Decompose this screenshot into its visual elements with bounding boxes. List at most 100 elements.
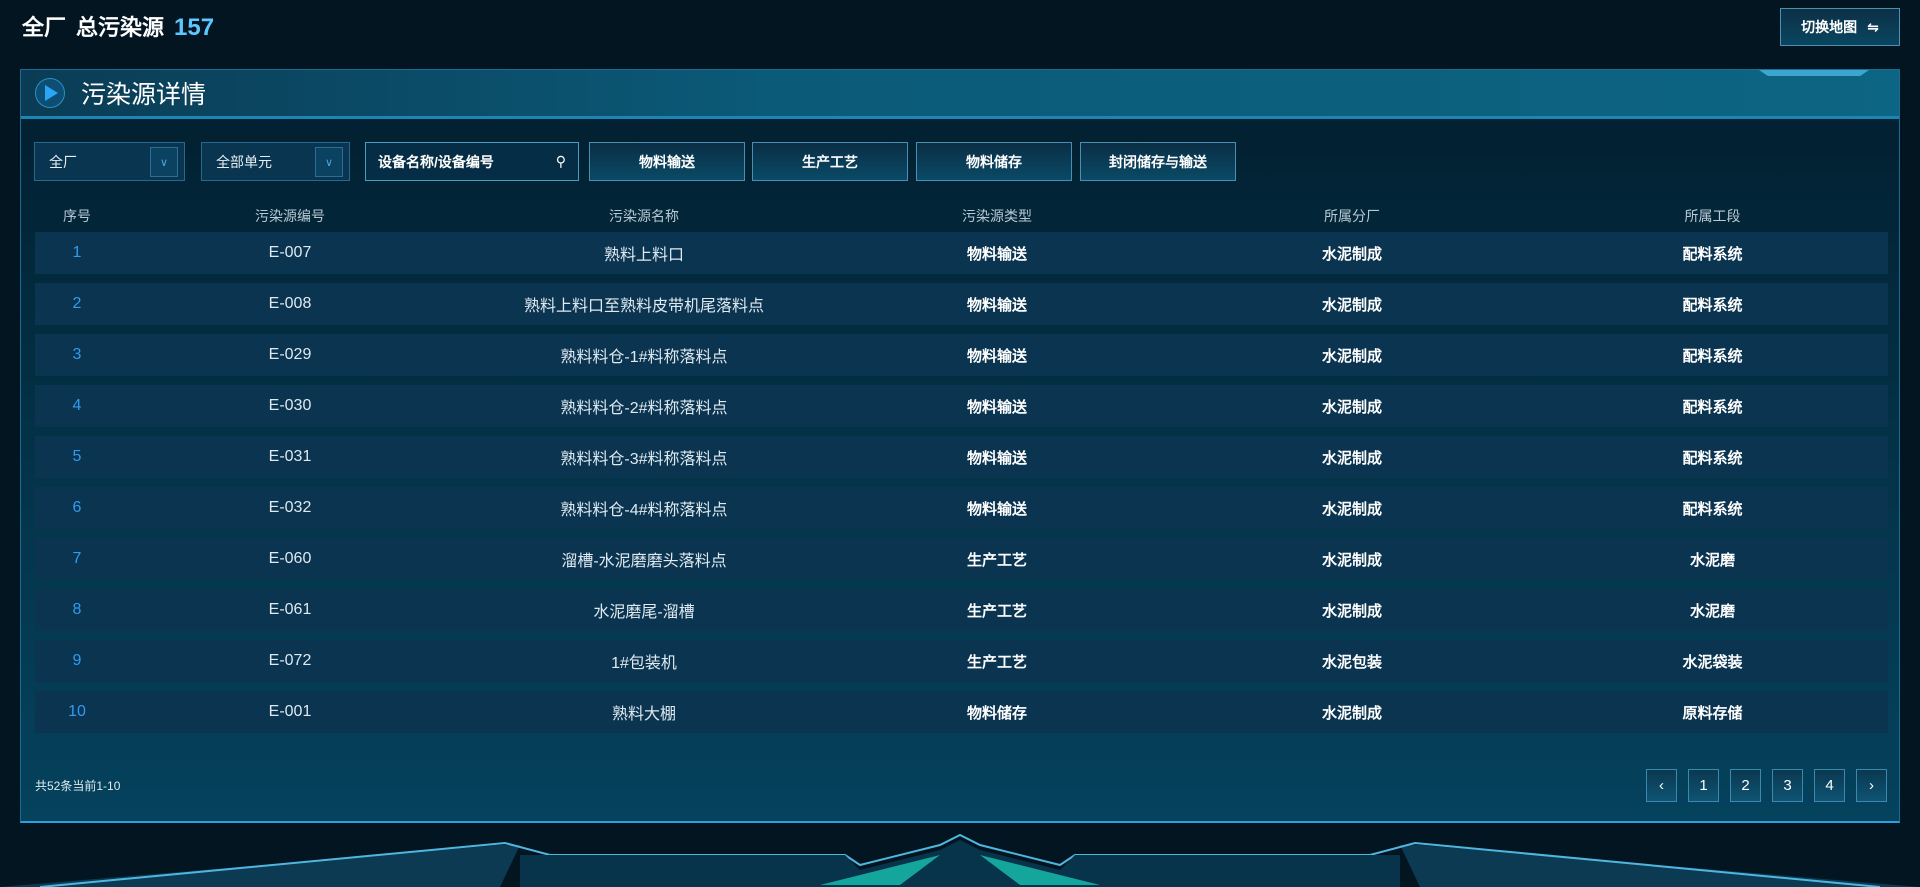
table-body: 1 E-007 熟料上料口 物料输送 水泥制成 配料系统 2 E-008 熟料上料口至熟料皮带机… xyxy=(35,232,1888,742)
panel-header: 污染源详情 xyxy=(21,70,1899,119)
source-name: 熟料料仓-2#料称落料点 xyxy=(560,400,728,417)
source-type: 生产工艺 xyxy=(966,551,1027,569)
page-4-button[interactable]: 4 xyxy=(1814,769,1845,802)
section: 配料系统 xyxy=(1682,398,1743,416)
source-type: 生产工艺 xyxy=(966,653,1027,671)
filter-material-storage-button[interactable]: 物料储存 xyxy=(916,142,1072,181)
unit-select-value: 全部单元 xyxy=(216,153,272,170)
page-3-button[interactable]: 3 xyxy=(1772,769,1803,802)
pagination-summary: 共52条当前1-10 xyxy=(35,779,121,793)
row-index: 4 xyxy=(72,397,82,414)
scope-label: 全厂 xyxy=(22,15,67,40)
page-1-button[interactable]: 1 xyxy=(1688,769,1719,802)
branch-plant: 水泥制成 xyxy=(1321,500,1382,518)
section: 水泥袋装 xyxy=(1682,653,1743,671)
source-name: 熟料上料口至熟料皮带机尾落料点 xyxy=(523,298,764,315)
total-label: 总污染源 xyxy=(76,15,165,40)
source-code: E-008 xyxy=(268,295,312,312)
column-header: 所属分厂 xyxy=(1324,208,1380,224)
filter-closed-storage-button[interactable]: 封闭储存与输送 xyxy=(1080,142,1236,181)
table-row[interactable]: 4 E-030 熟料料仓-2#料称落料点 物料输送 水泥制成 配料系统 xyxy=(35,385,1888,427)
table-row[interactable]: 10 E-001 熟料大棚 物料储存 水泥制成 原料存储 xyxy=(35,691,1888,733)
source-name: 熟料料仓-1#料称落料点 xyxy=(560,349,728,366)
source-code: E-060 xyxy=(268,550,312,567)
filter-production-process-button[interactable]: 生产工艺 xyxy=(752,142,908,181)
row-index: 1 xyxy=(72,244,82,261)
source-type: 物料输送 xyxy=(966,500,1027,518)
source-code: E-031 xyxy=(268,448,312,465)
table-row[interactable]: 8 E-061 水泥磨尾-溜槽 生产工艺 水泥制成 水泥磨 xyxy=(35,589,1888,631)
section: 原料存储 xyxy=(1682,704,1743,722)
chevron-down-icon: ∨ xyxy=(315,147,343,177)
row-index: 6 xyxy=(72,499,82,516)
chevron-down-icon: ∨ xyxy=(150,147,178,177)
branch-plant: 水泥制成 xyxy=(1321,602,1382,620)
source-code: E-072 xyxy=(268,652,312,669)
table-header: 序号 污染源编号 污染源名称 污染源类型 所属分厂 所属工段 xyxy=(35,204,1888,228)
row-index: 10 xyxy=(68,703,86,720)
source-type: 生产工艺 xyxy=(966,602,1027,620)
source-type: 物料输送 xyxy=(966,296,1027,314)
branch-plant: 水泥制成 xyxy=(1321,245,1382,263)
branch-plant: 水泥制成 xyxy=(1321,296,1382,314)
column-header: 污染源名称 xyxy=(609,208,679,224)
source-code: E-032 xyxy=(268,499,312,516)
search-icon: ⚲ xyxy=(555,153,566,169)
source-type: 物料储存 xyxy=(966,704,1027,722)
table-row[interactable]: 9 E-072 1#包装机 生产工艺 水泥包装 水泥袋装 xyxy=(35,640,1888,682)
branch-plant: 水泥包装 xyxy=(1321,653,1382,671)
search-input[interactable]: 设备名称/设备编号 ⚲ xyxy=(365,142,579,181)
row-index: 7 xyxy=(72,550,82,567)
column-header: 污染源编号 xyxy=(255,208,325,224)
source-name: 溜槽-水泥磨磨头落料点 xyxy=(561,553,727,570)
row-index: 9 xyxy=(72,652,82,669)
row-index: 5 xyxy=(72,448,82,465)
table-row[interactable]: 3 E-029 熟料料仓-1#料称落料点 物料输送 水泥制成 配料系统 xyxy=(35,334,1888,376)
source-name: 熟料上料口 xyxy=(603,247,684,264)
switch-map-button[interactable]: 切换地图 ⇋ xyxy=(1780,8,1900,46)
section: 水泥磨 xyxy=(1689,602,1735,620)
panel-title: 污染源详情 xyxy=(81,81,207,109)
play-icon xyxy=(35,78,65,108)
header-notch xyxy=(1759,70,1869,76)
branch-plant: 水泥制成 xyxy=(1321,398,1382,416)
next-page-button[interactable]: › xyxy=(1856,769,1887,802)
pollution-source-panel: 污染源详情 全厂 ∨ 全部单元 ∨ 设备名称/设备编号 ⚲ 物料输送 生产工艺 … xyxy=(20,69,1900,823)
switch-map-label: 切换地图 xyxy=(1801,19,1858,35)
source-name: 水泥磨尾-溜槽 xyxy=(593,604,695,621)
table-row[interactable]: 2 E-008 熟料上料口至熟料皮带机尾落料点 物料输送 水泥制成 配料系统 xyxy=(35,283,1888,325)
source-type: 物料输送 xyxy=(966,449,1027,467)
page-2-button[interactable]: 2 xyxy=(1730,769,1761,802)
source-code: E-001 xyxy=(268,703,312,720)
row-index: 8 xyxy=(72,601,82,618)
section: 配料系统 xyxy=(1682,449,1743,467)
branch-plant: 水泥制成 xyxy=(1321,347,1382,365)
pagination: ‹ 1 2 3 4 › xyxy=(1646,769,1887,802)
table-row[interactable]: 5 E-031 熟料料仓-3#料称落料点 物料输送 水泥制成 配料系统 xyxy=(35,436,1888,478)
table-row[interactable]: 6 E-032 熟料料仓-4#料称落料点 物料输送 水泥制成 配料系统 xyxy=(35,487,1888,529)
branch-plant: 水泥制成 xyxy=(1321,449,1382,467)
source-type: 物料输送 xyxy=(966,245,1027,263)
plant-select[interactable]: 全厂 ∨ xyxy=(34,142,185,181)
table-row[interactable]: 1 E-007 熟料上料口 物料输送 水泥制成 配料系统 xyxy=(35,232,1888,274)
branch-plant: 水泥制成 xyxy=(1321,551,1382,569)
source-code: E-007 xyxy=(268,244,312,261)
source-name: 熟料料仓-3#料称落料点 xyxy=(560,451,728,468)
section: 配料系统 xyxy=(1682,347,1743,365)
source-name: 熟料料仓-4#料称落料点 xyxy=(560,502,728,519)
section: 配料系统 xyxy=(1682,296,1743,314)
branch-plant: 水泥制成 xyxy=(1321,704,1382,722)
bottom-decoration xyxy=(0,833,1920,887)
source-code: E-030 xyxy=(268,397,312,414)
source-type: 物料输送 xyxy=(966,347,1027,365)
filter-material-transport-button[interactable]: 物料输送 xyxy=(589,142,745,181)
row-index: 2 xyxy=(72,295,82,312)
source-name: 熟料大棚 xyxy=(611,706,676,723)
prev-page-button[interactable]: ‹ xyxy=(1646,769,1677,802)
table-row[interactable]: 7 E-060 溜槽-水泥磨磨头落料点 生产工艺 水泥制成 水泥磨 xyxy=(35,538,1888,580)
section: 水泥磨 xyxy=(1689,551,1735,569)
unit-select[interactable]: 全部单元 ∨ xyxy=(201,142,350,181)
column-header: 污染源类型 xyxy=(962,208,1032,224)
source-type: 物料输送 xyxy=(966,398,1027,416)
column-header: 序号 xyxy=(63,208,91,224)
